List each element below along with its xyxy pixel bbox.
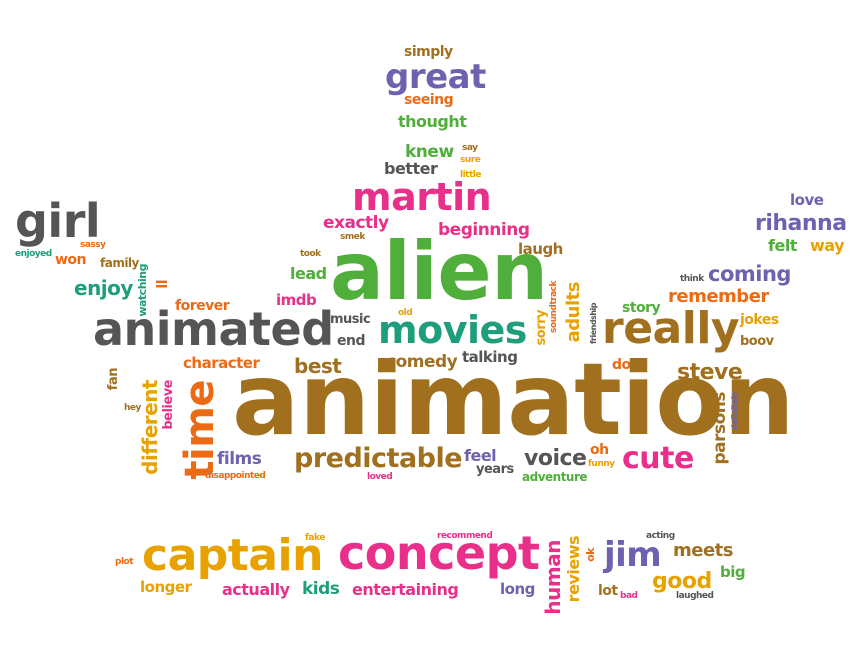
word-fan: fan [106,368,121,391]
word-animated: animated [93,302,334,356]
word-parsons: parsons [710,392,730,465]
word-adults: adults [563,282,584,343]
word-laughed: laughed [676,591,714,601]
word-predictable: predictable [294,443,463,474]
word-human: human [541,540,565,615]
word-believe: believe [161,380,176,430]
word-great: great [385,57,486,97]
word-big: big [720,563,746,581]
word-sassy: sassy [80,240,106,250]
word-thought: thought [398,112,467,131]
word-meets: meets [673,540,734,561]
word-time: time [177,380,223,480]
word-way: way [810,236,845,255]
word-end: end [337,333,365,349]
word-simply: simply [404,44,453,60]
word-friendship: friendship [589,303,598,344]
word-actually: actually [222,580,290,599]
word-definitely: definitely [730,392,739,431]
word-ll: ll [155,280,171,289]
word-cute: cute [622,441,694,476]
word-oh: oh [590,442,609,458]
word-loved: loved [367,472,393,482]
word-funny: funny [588,459,615,469]
word-lot: lot [598,583,618,599]
word-family: family [100,256,139,270]
word-ok: ok [584,548,597,562]
word-jokes: jokes [740,312,779,328]
word-remember: remember [668,286,769,307]
word-smek: smek [340,232,365,242]
word-disappointed: disappointed [205,471,266,481]
word-imdb: imdb [276,291,317,309]
word-feel: feel [464,446,497,465]
word-animation: animation [232,341,795,458]
word-music: music [330,312,371,327]
word-recommend: recommend [437,531,493,541]
word-reviews: reviews [564,536,583,603]
word-felt: felt [768,236,797,255]
word-soundtrack: soundtrack [549,281,559,333]
word-took: took [300,249,321,259]
word-forever: forever [175,298,230,314]
word-enjoy: enjoy [74,276,133,300]
word-story: story [622,300,661,316]
word-girl: girl [15,194,101,248]
word-beginning: beginning [438,220,530,240]
word-comedy: comedy [386,352,458,372]
word-think: think [680,274,704,284]
word-entertaining: entertaining [352,580,459,599]
word-coming: coming [708,262,791,286]
word-plot: plot [115,557,134,567]
word-better: better [384,159,438,178]
word-don: don [612,357,641,373]
word-longer: longer [140,578,192,596]
word-bad: bad [620,591,638,601]
word-little: little [460,170,481,180]
word-really: really [602,303,740,354]
word-enjoyed: enjoyed [15,249,52,259]
word-best: best [294,354,342,378]
word-seeing: seeing [404,92,454,108]
word-old: old [398,308,413,318]
word-different: different [138,380,162,475]
word-character: character [183,354,260,372]
word-captain: captain [142,530,323,581]
word-steve: steve [677,360,743,385]
word-laugh: laugh [518,240,563,258]
word-sorry: sorry [534,310,549,346]
word-movies: movies [378,308,527,352]
word-say: say [462,143,478,153]
word-knew: knew [405,142,454,162]
word-kids: kids [302,579,340,599]
word-voice: voice [524,446,587,471]
word-exactly: exactly [323,213,389,233]
word-fake: fake [305,533,325,543]
word-good: good [652,569,712,594]
word-lead: lead [290,264,327,283]
word-concept: concept [338,526,540,580]
word-jim: jim [604,535,662,575]
word-won: won [55,252,87,268]
word-alien: alien [330,225,548,318]
word-rihanna: rihanna [755,211,847,236]
word-years: years [476,462,514,477]
word-boov: boov [740,334,774,349]
word-films: films [217,449,262,469]
word-sure: sure [460,155,481,165]
word-talking: talking [462,348,518,366]
word-adventure: adventure [522,470,588,484]
word-hey: hey [124,403,141,413]
word-long: long [500,580,535,598]
word-acting: acting [646,531,675,541]
word-martin: martin [352,175,492,219]
word-love: love [790,191,824,209]
